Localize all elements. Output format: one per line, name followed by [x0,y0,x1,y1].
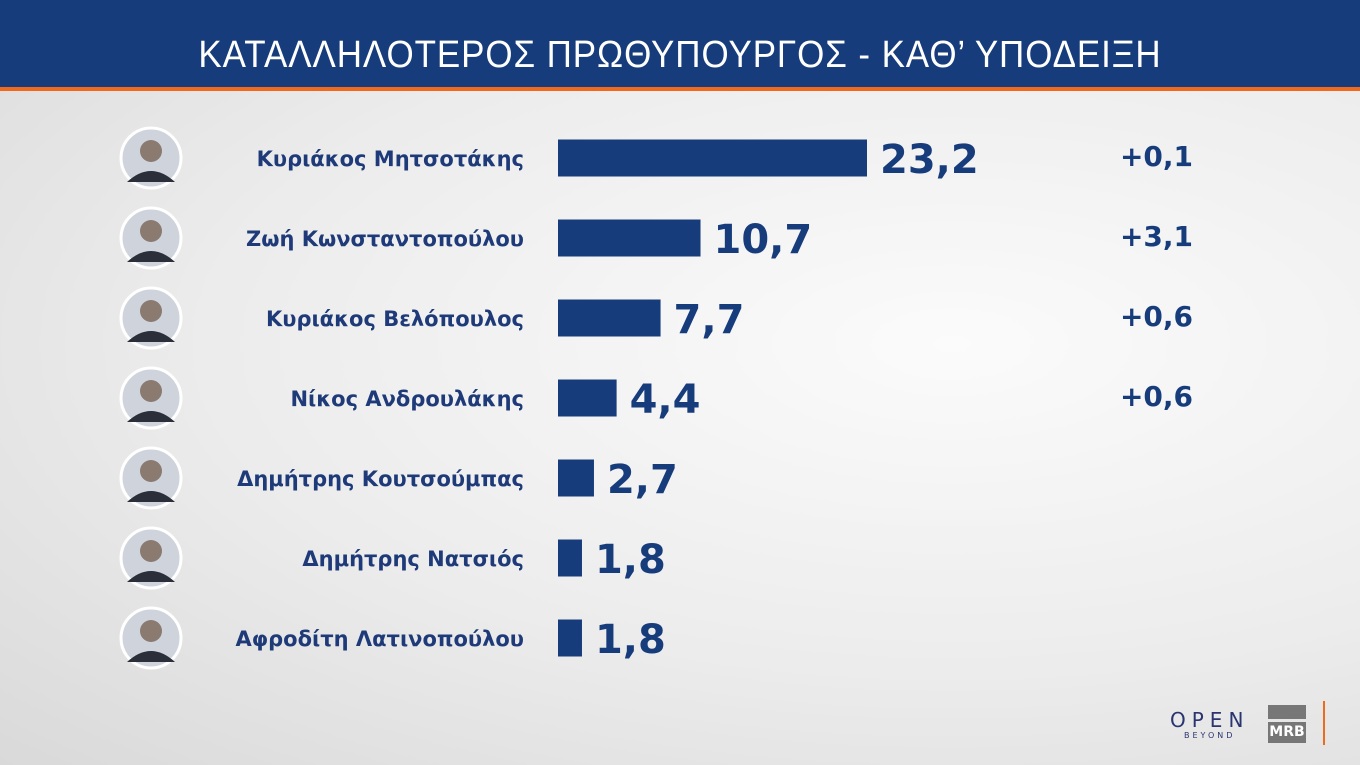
avatar-head [140,300,162,322]
data-label: 1,8 [595,537,666,583]
category-label: Κυριάκος Μητσοτάκης [257,147,524,171]
open-logo-subtitle: BEYOND [1184,731,1236,740]
mrb-logo-text: MRB [1268,722,1306,743]
data-label: 7,7 [674,297,745,343]
category-label: Νίκος Ανδρουλάκης [290,387,524,411]
bar [558,139,867,177]
change-label: +3,1 [1120,220,1193,253]
data-label: 2,7 [607,457,678,503]
avatar-body [127,491,175,502]
category-label: Δημήτρης Νατσιός [302,547,524,571]
divider [1323,701,1325,745]
bar [558,219,701,257]
avatar-head [140,380,162,402]
avatar-body [127,331,175,342]
category-label: Ζωή Κωνσταντοπούλου [246,227,524,251]
data-label: 23,2 [880,137,979,183]
chart-title: ΚΑΤΑΛΛΗΛΟΤΕΡΟΣ ΠΡΩΘΥΠΟΥΡΓΟΣ - ΚΑΘ’ ΥΠΟΔΕ… [198,34,1162,76]
bar [558,299,661,337]
category-label: Δημήτρης Κουτσούμπας [237,467,524,491]
category-label: Αφροδίτη Λατινοπούλου [235,627,524,651]
avatar-body [127,411,175,422]
header-banner [0,0,1360,87]
avatar-head [140,460,162,482]
mrb-logo: MRB [1268,705,1306,743]
change-label: +0,1 [1120,140,1193,173]
avatar-body [127,171,175,182]
change-label: +0,6 [1120,300,1193,333]
avatar-body [127,651,175,662]
change-label: +0,6 [1120,380,1193,413]
category-label: Κυριάκος Βελόπουλος [266,307,524,331]
avatar-body [127,251,175,262]
avatar-body [127,571,175,582]
bar [558,379,617,417]
bar [558,619,582,657]
header-accent-line [0,87,1360,91]
data-label: 1,8 [595,617,666,663]
bar [558,539,582,577]
open-logo: OPEN [1170,708,1250,732]
avatar-head [140,140,162,162]
avatar-head [140,220,162,242]
bar [558,459,594,497]
data-label: 4,4 [630,377,701,423]
avatar-head [140,540,162,562]
avatar-head [140,620,162,642]
data-label: 10,7 [714,217,813,263]
